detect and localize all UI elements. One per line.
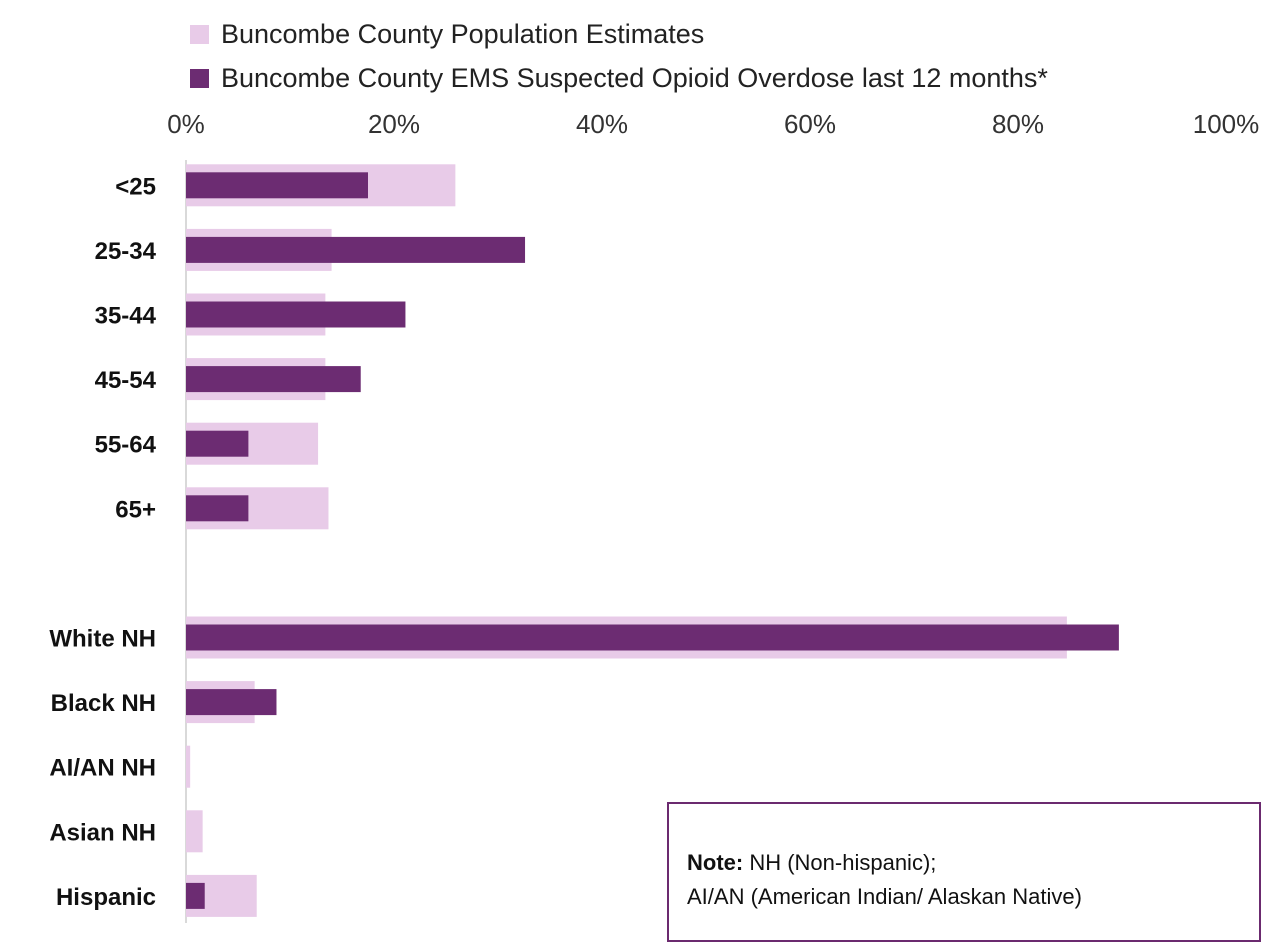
x-tick-label: 20%	[368, 109, 420, 139]
bar-population	[186, 810, 203, 853]
note-text-2: AI/AN (American Indian/ Alaskan Native)	[687, 884, 1082, 909]
category-label: Asian NH	[49, 819, 156, 846]
x-tick-label: 60%	[784, 109, 836, 139]
x-tick-label: 40%	[576, 109, 628, 139]
legend-swatch-population	[190, 24, 209, 44]
bar-ems	[186, 236, 526, 263]
note-text-1: NH (Non-hispanic);	[743, 850, 937, 875]
category-label: White NH	[49, 626, 156, 653]
category-label: 65+	[115, 496, 156, 523]
bar-ems	[186, 172, 368, 199]
category-label: <25	[115, 173, 156, 200]
legend: Buncombe County Population Estimates Bun…	[190, 12, 1048, 100]
legend-label-population: Buncombe County Population Estimates	[221, 18, 705, 49]
bar-ems	[186, 624, 1119, 651]
legend-label-ems: Buncombe County EMS Suspected Opioid Ove…	[221, 62, 1048, 93]
category-label: 25-34	[95, 238, 157, 265]
bar-ems	[186, 301, 406, 328]
category-label: Hispanic	[56, 884, 156, 911]
category-label: 45-54	[95, 367, 157, 394]
bar-ems	[186, 882, 205, 909]
bar-ems	[186, 430, 249, 457]
note-box: Note: NH (Non-hispanic); AI/AN (American…	[667, 802, 1261, 942]
note-line-1: Note: NH (Non-hispanic);	[687, 846, 1241, 880]
category-label: AI/AN NH	[49, 755, 156, 782]
bar-population	[186, 745, 191, 788]
x-tick-label: 100%	[1193, 109, 1260, 139]
legend-swatch-ems	[190, 68, 209, 88]
bar-ems	[186, 366, 361, 393]
bar-ems	[186, 689, 277, 716]
category-label: 35-44	[95, 303, 157, 330]
bar-ems	[186, 495, 249, 522]
category-label: Black NH	[51, 690, 156, 717]
x-tick-label: 80%	[992, 109, 1044, 139]
legend-item-ems: Buncombe County EMS Suspected Opioid Ove…	[190, 56, 1048, 100]
x-tick-label: 0%	[167, 109, 205, 139]
category-label: 55-64	[95, 432, 157, 459]
legend-item-population: Buncombe County Population Estimates	[190, 12, 1048, 56]
bar-chart: 0% 20% 40% 60% 80% 100% <25 25-34 35-44 45-54 55-6…	[49, 109, 1260, 923]
note-label: Note:	[687, 850, 744, 875]
